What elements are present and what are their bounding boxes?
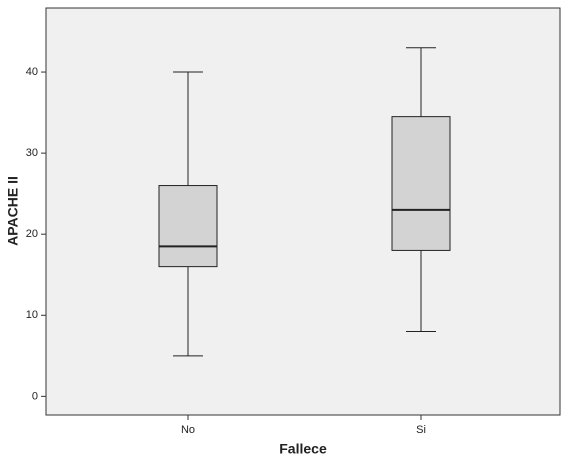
x-tick-label: Si [416,424,426,436]
box [158,185,218,268]
y-tick-label: 30 [26,147,38,159]
x-tick-label: No [181,424,195,436]
plot-area [45,7,561,416]
y-tick-label: 20 [26,228,38,240]
y-tick-label: 10 [26,309,38,321]
box [391,116,451,251]
y-tick-label: 0 [32,390,38,402]
y-tick-label: 40 [26,66,38,78]
x-axis-title: Fallece [279,441,327,457]
y-axis-title: APACHE II [5,176,21,246]
